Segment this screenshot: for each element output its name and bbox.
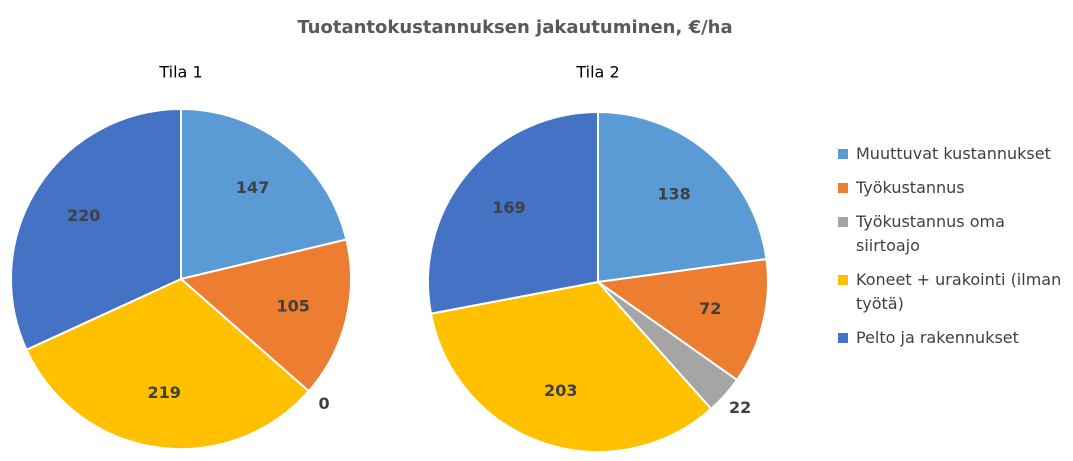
pie-slice (427, 110, 599, 315)
legend-label: Koneet + urakointi (ilman työtä) (856, 270, 1062, 313)
legend-label: Pelto ja rakennukset (856, 328, 1019, 347)
data-label: 219 (148, 383, 181, 402)
legend-label: Työkustannus (856, 178, 965, 197)
legend-item: Työkustannus (838, 176, 1063, 200)
legend-swatch (838, 149, 848, 159)
data-label: 22 (729, 398, 751, 417)
pie-title: Tila 2 (575, 63, 619, 82)
legend-swatch (838, 217, 848, 227)
pie-slice (25, 277, 311, 450)
data-label: 169 (492, 198, 525, 217)
legend-item: Pelto ja rakennukset (838, 326, 1063, 350)
legend-swatch (838, 183, 848, 193)
legend-label: Muuttuvat kustannukset (856, 144, 1051, 163)
legend-swatch (838, 333, 848, 343)
data-label: 72 (699, 299, 721, 318)
legend-item: Koneet + urakointi (ilman työtä) (838, 268, 1063, 316)
data-label: 105 (276, 296, 309, 315)
chart-title: Tuotantokustannuksen jakautuminen, €/ha (297, 17, 732, 38)
data-label: 147 (236, 178, 269, 197)
data-label: 220 (67, 206, 100, 225)
legend-swatch (838, 275, 848, 285)
legend-label: Työkustannus oma siirtoajo (856, 212, 1005, 255)
pie-slice (429, 280, 713, 453)
data-label: 138 (657, 184, 690, 203)
data-label: 203 (544, 381, 577, 400)
pie-slice (595, 257, 769, 382)
pie-slice (597, 110, 768, 284)
legend: Muuttuvat kustannukset Työkustannus Työkus… (838, 142, 1063, 360)
pie-slice (178, 238, 352, 393)
data-label: 0 (318, 394, 329, 413)
legend-item: Työkustannus oma siirtoajo (838, 210, 1063, 258)
legend-item: Muuttuvat kustannukset (838, 142, 1063, 166)
pie-slice (180, 107, 348, 281)
pie-title: Tila 1 (158, 63, 202, 82)
pie-slice (10, 107, 182, 352)
